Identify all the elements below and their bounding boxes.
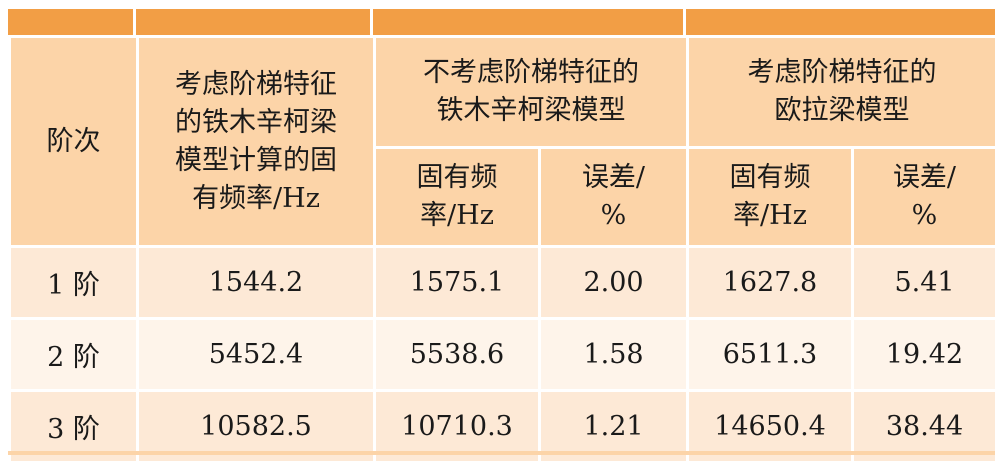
eu-error-cell: 5.41 [851,245,998,320]
header-line: 固有频 [416,162,498,193]
euler-stepped-header: 考虑阶梯特征的 欧拉梁模型 [686,35,998,149]
ts-frequency-cell: 1544.2 [136,245,376,320]
tn-error-subheader: 误差/ % [538,146,689,248]
header-line: 误差/ [581,162,646,193]
header-line: 考虑阶梯特征 [175,68,337,100]
order-cell: 2 阶 [8,317,139,392]
eu-frequency-cell: 1627.8 [686,245,854,320]
header-line: 固有频 [729,162,811,193]
timoshenko-stepped-header: 考虑阶梯特征 的铁木辛柯梁 模型计算的固 有频率/Hz [136,35,376,248]
header-line: 率/Hz [733,200,807,231]
top-bar-segment [8,9,136,35]
frequency-comparison-table-frame: 阶次 考虑阶梯特征 的铁木辛柯梁 模型计算的固 有频率/Hz 不考虑阶梯特征的 … [8,9,998,464]
order-header-label: 阶次 [46,125,101,157]
header-line: % [600,200,627,231]
table-bottom-bar [8,451,995,455]
table-top-bar [8,9,995,35]
eu-error-cell: 19.42 [851,317,998,392]
eu-frequency-subheader: 固有频 率/Hz [686,146,854,248]
header-line: 有频率/Hz [192,182,320,214]
tn-frequency-cell: 1575.1 [373,245,541,320]
top-bar-segment [136,9,373,35]
header-line: 误差/ [892,162,957,193]
table-row: 1 阶 1544.2 1575.1 2.00 1627.8 5.41 [8,245,998,320]
eu-frequency-cell: 6511.3 [686,317,854,392]
tn-frequency-cell: 5538.6 [373,317,541,392]
order-cell: 1 阶 [8,245,139,320]
header-line: 考虑阶梯特征的 [747,57,937,88]
eu-error-subheader: 误差/ % [851,146,998,248]
header-line: 模型计算的固 [175,144,337,176]
header-line: 铁木辛柯梁模型 [436,95,626,126]
timoshenko-no-step-header: 不考虑阶梯特征的 铁木辛柯梁模型 [373,35,689,149]
tn-frequency-subheader: 固有频 率/Hz [373,146,541,248]
top-bar-segment [686,9,995,35]
tn-error-cell: 1.58 [538,317,689,392]
top-bar-segment [373,9,686,35]
header-line: 的铁木辛柯梁 [175,106,337,138]
order-column-header: 阶次 [8,35,139,248]
header-line: % [911,200,938,231]
frequency-comparison-table: 阶次 考虑阶梯特征 的铁木辛柯梁 模型计算的固 有频率/Hz 不考虑阶梯特征的 … [8,35,998,464]
header-line: 欧拉梁模型 [774,95,910,126]
ts-frequency-cell: 5452.4 [136,317,376,392]
tn-error-cell: 2.00 [538,245,689,320]
header-line: 不考虑阶梯特征的 [423,57,639,88]
table-row: 2 阶 5452.4 5538.6 1.58 6511.3 19.42 [8,317,998,392]
header-line: 率/Hz [420,200,494,231]
